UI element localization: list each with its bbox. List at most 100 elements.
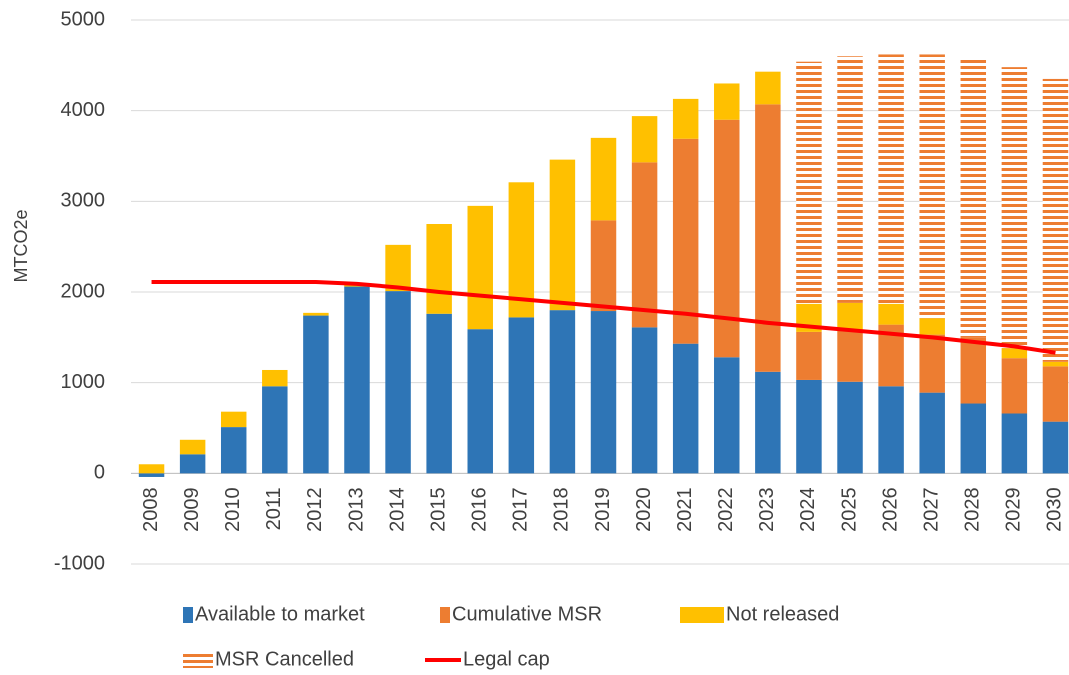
bar-segment	[755, 371, 781, 474]
bar-segment	[878, 54, 904, 304]
bar-segment	[796, 379, 822, 474]
bar-segment	[590, 137, 617, 221]
bar-segment	[960, 403, 987, 474]
bar-segment	[179, 454, 206, 474]
bar-segment	[1001, 413, 1028, 474]
x-tick-label: 2029	[1003, 487, 1025, 532]
legend-swatch	[680, 607, 724, 623]
bar-segment	[590, 311, 617, 474]
bar-segment	[138, 464, 165, 474]
bar-segment	[631, 327, 658, 474]
bar-segment	[426, 224, 452, 314]
bar-segment	[220, 427, 247, 474]
bar-segment	[590, 220, 617, 312]
y-axis-label: MTCO2e	[11, 209, 31, 282]
bar-segment	[1001, 358, 1028, 414]
bar-segment	[714, 357, 740, 474]
bar-segment	[549, 159, 576, 311]
bar-segment	[385, 244, 411, 292]
legend-label: Not released	[726, 603, 839, 625]
x-tick-label: 2019	[592, 487, 614, 532]
cap-line	[151, 280, 1056, 355]
x-tick-label: 2027	[920, 487, 942, 532]
y-tick-label: 1000	[61, 371, 106, 393]
bar-segment	[1042, 366, 1069, 422]
bar-segment	[549, 310, 576, 474]
legend-swatch	[440, 607, 450, 623]
bar-segment	[837, 330, 863, 382]
bar-segment	[960, 57, 987, 338]
legend-label: Legal cap	[463, 648, 550, 670]
x-tick-label: 2020	[633, 487, 655, 532]
bar-segment	[385, 291, 411, 474]
bar-segment	[303, 312, 329, 316]
bar-segment	[467, 329, 493, 474]
x-tick-label: 2015	[427, 487, 449, 532]
x-tick-label: 2010	[222, 487, 244, 532]
x-tick-label: 2023	[756, 487, 778, 532]
legend-label: Available to market	[195, 603, 365, 625]
bar-segment	[220, 411, 247, 428]
x-tick-label: 2018	[551, 487, 573, 532]
x-tick-label: 2009	[181, 487, 203, 532]
x-tick-label: 2021	[674, 487, 696, 532]
bar-segment	[672, 138, 699, 344]
bar-segment	[262, 369, 288, 387]
bar-segment	[714, 83, 740, 120]
bar-segment	[796, 61, 822, 304]
bar-segment	[919, 392, 945, 474]
legend-swatch	[183, 652, 213, 668]
x-tick-label: 2030	[1044, 487, 1066, 532]
bar-segment	[919, 54, 945, 319]
bar-segment	[714, 119, 740, 358]
legend-label: Cumulative MSR	[452, 603, 602, 625]
legend-swatch	[183, 607, 193, 623]
x-tick-label: 2012	[304, 487, 326, 532]
y-tick-label: 3000	[61, 190, 106, 212]
bar-segment	[837, 56, 863, 303]
bar-segment	[508, 317, 535, 474]
bar-segment	[755, 71, 781, 105]
x-tick-label: 2025	[838, 487, 860, 532]
bar-segment	[919, 334, 945, 393]
bar-segment	[755, 104, 781, 372]
bar-segment	[631, 162, 658, 328]
x-tick-label: 2016	[469, 487, 491, 532]
x-tick-label: 2014	[386, 487, 408, 532]
bar-segment	[672, 343, 699, 474]
bar-segment	[631, 116, 658, 163]
bar-segment	[1042, 78, 1069, 362]
y-tick-label: -1000	[54, 552, 105, 574]
x-tick-label: 2022	[715, 487, 737, 532]
bar-segment	[837, 302, 863, 331]
bar-segment	[796, 331, 822, 380]
y-tick-label: 2000	[61, 280, 106, 302]
bar-segment	[303, 315, 329, 474]
bar-segment	[837, 381, 863, 474]
x-tick-label: 2024	[797, 487, 819, 532]
bar-segment	[426, 313, 452, 474]
y-tick-label: 4000	[61, 99, 106, 121]
bar-segment	[344, 286, 370, 474]
y-tick-label: 5000	[61, 8, 106, 30]
bar-segment	[1042, 361, 1069, 367]
bar-segment	[262, 386, 288, 474]
x-tick-label: 2008	[140, 487, 162, 532]
x-tick-label: 2026	[879, 487, 901, 532]
x-tick-label: 2028	[962, 487, 984, 532]
bar-segment	[508, 182, 535, 318]
bar-segment	[672, 98, 699, 139]
bar-segment	[138, 473, 165, 477]
bar-segment	[878, 303, 904, 325]
bar-segment	[919, 318, 945, 335]
legend-label: MSR Cancelled	[215, 648, 354, 670]
bar-segment	[878, 386, 904, 474]
bar-segment	[1042, 421, 1069, 474]
bar-segment	[1001, 348, 1028, 359]
bar-segment	[960, 337, 987, 404]
bar-segment	[467, 205, 493, 330]
x-tick-label: 2011	[263, 487, 285, 530]
y-tick-label: 0	[94, 462, 105, 484]
x-tick-label: 2017	[510, 487, 532, 532]
